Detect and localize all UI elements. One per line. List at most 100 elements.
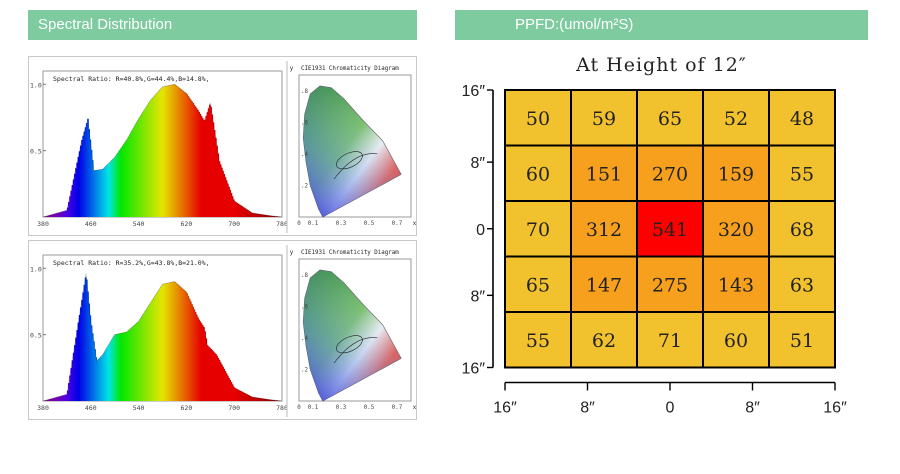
spectrum-bar: [270, 399, 272, 401]
spectrum-bar: [120, 333, 123, 401]
spectrum-bar: [117, 333, 119, 401]
spectrum-bar: [124, 142, 126, 217]
heatmap-title: At Height of 12″: [576, 54, 747, 76]
spectrum-bar: [154, 95, 156, 217]
spectrum-bar: [81, 140, 83, 217]
spectrum-bar: [152, 96, 155, 217]
spectrum-bar: [205, 338, 208, 401]
spectrum-bar: [215, 353, 217, 401]
spectrum-bar: [231, 384, 234, 401]
spectrum-bar: [76, 330, 79, 401]
spectrum-bar: [210, 106, 212, 217]
ppfd-header: PPFD:(umol/m²S): [455, 10, 868, 40]
spectrum-bar: [262, 214, 265, 217]
spectrum-bar: [195, 108, 198, 217]
spectrum-bar: [121, 332, 124, 401]
heatmap-cell-value: 59: [592, 108, 616, 130]
spectrum-bar: [210, 348, 212, 401]
spectrum-bar: [109, 161, 112, 217]
spectrum-bar: [96, 170, 99, 217]
spectrum-bar: [81, 299, 83, 401]
cie-y-tick-label: .6: [301, 304, 308, 310]
spectrum-bar: [47, 399, 50, 401]
spectrum-bar: [216, 145, 218, 217]
spectrum-bar: [156, 292, 159, 401]
spectrum-bar: [167, 85, 169, 217]
cie-locus-ellipse: [336, 335, 363, 354]
spectrum-bar: [191, 304, 193, 401]
spectrum-bar: [70, 190, 73, 217]
spectrum-bar: [274, 216, 277, 217]
spectrum-bar: [162, 284, 165, 401]
spectrum-bar: [88, 303, 91, 401]
spectrum-bar: [180, 287, 183, 401]
cie-locus-ellipse: [336, 151, 363, 170]
spectrum-bar: [87, 118, 89, 217]
spectrum-bar: [182, 91, 185, 217]
spectrum-bar: [163, 86, 166, 217]
y-tick-label: 0.5: [30, 332, 42, 340]
spectrum-bar: [246, 394, 248, 401]
spectrum-bar: [199, 321, 202, 401]
heatmap-cell: [504, 144, 572, 202]
spectrum-bar: [209, 104, 211, 217]
heatmap-cell: [768, 311, 836, 369]
spectrum-bar: [247, 394, 249, 401]
spectrum-bar: [102, 353, 105, 401]
spectrum-bar: [65, 210, 68, 217]
spectrum-bar: [224, 371, 227, 401]
spectrum-bar: [123, 144, 125, 217]
spectrum-bar: [51, 398, 53, 401]
spectrum-bar: [185, 93, 187, 217]
spectrum-bar: [154, 296, 156, 401]
spectrum-bar: [107, 163, 110, 217]
heatmap-cell-value: 312: [586, 219, 622, 241]
spectrum-bar: [144, 311, 147, 401]
spectrum-bar: [96, 360, 99, 401]
spectrum-bar: [221, 364, 223, 401]
spectrum-bar: [240, 205, 242, 217]
heatmap-cell-value: 60: [724, 330, 748, 352]
spectrum-bar: [95, 357, 98, 401]
spectrum-bar: [56, 213, 58, 217]
x-tick-label: 780: [276, 404, 288, 412]
spectrum-bar: [53, 397, 56, 401]
spectrum-bar: [261, 214, 264, 217]
spectrum-bar: [248, 395, 251, 401]
spectrum-bar: [91, 333, 94, 401]
spectrum-bar: [54, 213, 57, 217]
spectrum-bar: [164, 283, 167, 401]
spectrum-bar: [195, 314, 198, 401]
spectrum-bar: [160, 88, 162, 217]
spectrum-bar: [166, 86, 168, 217]
spectrum-bar: [243, 392, 246, 401]
spectrum-bar: [131, 327, 134, 401]
spectrum-chart-top: 1.0 0.5 380 460 540 620 700 780 Spectral Ratio: …: [30, 61, 416, 233]
spectrum-bar: [120, 147, 123, 217]
cie-x-label: x: [413, 405, 416, 411]
spectrum-bar: [215, 137, 217, 217]
spectrum-bar: [66, 207, 69, 217]
heatmap-cell: [636, 200, 704, 258]
spectrum-bar: [108, 343, 111, 401]
spectrum-bar: [111, 339, 113, 401]
spectrum-bar: [142, 112, 144, 217]
spectrum-bar: [205, 115, 208, 217]
spectrum-bar: [142, 314, 144, 401]
spectrum-bar: [115, 154, 118, 217]
spectrum-bar: [72, 352, 75, 401]
spectrum-bar: [178, 285, 180, 401]
x-tick-label: 700: [228, 404, 240, 412]
spectrum-bar: [248, 211, 251, 217]
spectrum-bar: [148, 102, 150, 217]
spectrum-bar: [68, 201, 70, 217]
spectrum-bar: [91, 160, 94, 217]
spectrum-bar: [86, 123, 88, 217]
spectrum-bar: [189, 301, 192, 401]
heatmap-cell-value: 270: [652, 163, 688, 185]
spectrum-bar: [160, 286, 162, 401]
spectrum-bar: [201, 118, 204, 217]
spectrum-bar: [62, 395, 64, 401]
spectrum-bar: [268, 215, 271, 217]
spectrum-bar: [260, 398, 263, 401]
